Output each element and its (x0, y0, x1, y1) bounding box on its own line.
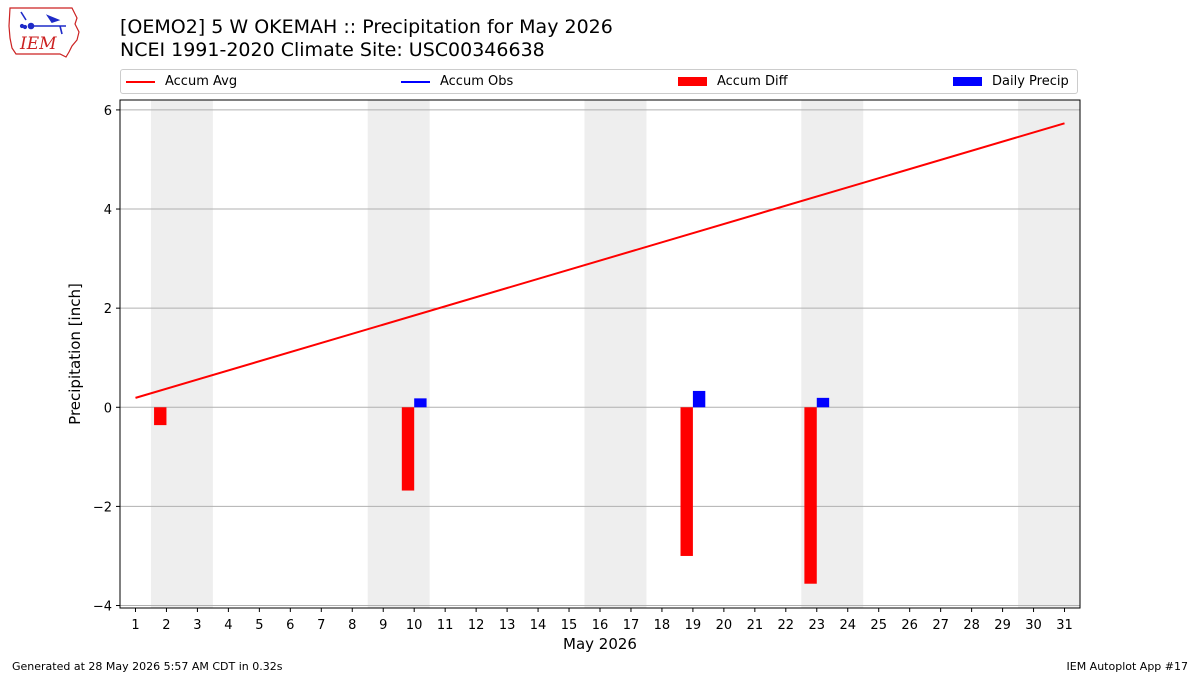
legend-item-accum-avg: Accum Avg (126, 70, 237, 93)
bar-accum-diff-day-10 (401, 407, 415, 491)
chart-subtitle: NCEI 1991-2020 Climate Site: USC00346638 (120, 39, 545, 61)
x-tick-label: 1 (131, 618, 139, 633)
legend-swatch-accum-diff (678, 77, 707, 86)
bar-daily-precip-day-10 (414, 398, 427, 408)
weather-station-icon (19, 11, 66, 35)
x-tick-label: 16 (592, 618, 609, 633)
x-tick-label: 30 (1025, 618, 1042, 633)
y-axis-label: Precipitation [inch] (66, 283, 84, 425)
x-tick-label: 12 (468, 618, 485, 633)
bar-accum-diff-day-23 (804, 407, 817, 584)
x-tick-label: 21 (747, 618, 764, 633)
bar-accum-diff-day-19 (680, 407, 693, 556)
x-tick-label: 9 (379, 618, 387, 633)
x-tick-label: 10 (406, 618, 423, 633)
y-tick-label: 6 (104, 104, 112, 119)
bars (154, 390, 830, 584)
legend-label-accum-obs: Accum Obs (440, 74, 514, 89)
x-tick-label: 19 (685, 618, 702, 633)
x-tick-label: 6 (286, 618, 294, 633)
x-axis-ticks: 1 2 3 4 5 6 7 8 9 10 11 12 13 14 15 16 17 18 19 20 21 22 23 24 2… (131, 608, 1073, 633)
x-tick-label: 29 (994, 618, 1011, 633)
iowa-outline-icon (8, 7, 80, 58)
y-tick-label: 2 (104, 302, 112, 317)
x-tick-label: 20 (716, 618, 733, 633)
legend-label-accum-diff: Accum Diff (717, 74, 788, 89)
weekend-shading (150, 100, 1080, 608)
lines (135, 122, 1065, 399)
legend-item-accum-diff: Accum Diff (678, 70, 788, 93)
iem-logo: IEM (8, 7, 80, 58)
bar-daily-precip-day-23 (816, 397, 830, 408)
y-tick-label: 4 (104, 203, 112, 218)
legend: Accum Avg Accum Obs Accum Diff Daily Pre… (120, 69, 1078, 94)
series-line-accum-avg (135, 122, 1065, 399)
logo-text: IEM (19, 34, 57, 54)
x-tick-label: 8 (348, 618, 356, 633)
y-axis-ticks: −4 −2 0 2 4 6 (93, 104, 120, 615)
x-tick-label: 4 (224, 618, 232, 633)
x-tick-label: 25 (870, 618, 887, 633)
legend-swatch-accum-avg (126, 80, 155, 83)
y-tick-label: −2 (93, 500, 112, 515)
x-tick-label: 7 (317, 618, 325, 633)
generated-timestamp: Generated at 28 May 2026 5:57 AM CDT in … (12, 660, 283, 673)
y-tick-label: −4 (93, 600, 112, 615)
weekend-band-3 (584, 100, 647, 608)
chart-title: [OEMO2] 5 W OKEMAH :: Precipitation for … (120, 16, 613, 38)
legend-swatch-daily-precip (953, 77, 982, 86)
legend-swatch-accum-obs (401, 80, 430, 83)
app-credit: IEM Autoplot App #17 (1066, 660, 1189, 673)
legend-label-daily-precip: Daily Precip (992, 74, 1069, 89)
x-tick-label: 17 (623, 618, 640, 633)
x-tick-label: 11 (437, 618, 454, 633)
weekend-band-5 (1018, 100, 1080, 608)
legend-item-accum-obs: Accum Obs (401, 70, 513, 93)
x-tick-label: 28 (963, 618, 980, 633)
weekend-band-2 (367, 100, 430, 608)
y-tick-label: 0 (104, 401, 112, 416)
x-tick-label: 24 (839, 618, 856, 633)
legend-label-accum-avg: Accum Avg (165, 74, 238, 89)
x-tick-label: 5 (255, 618, 263, 633)
legend-item-daily-precip: Daily Precip (953, 70, 1069, 93)
weekend-band-1 (150, 100, 213, 608)
bar-accum-diff-day-2 (154, 407, 167, 426)
x-axis-label: May 2026 (563, 635, 637, 653)
x-tick-label: 31 (1056, 618, 1073, 633)
x-tick-label: 15 (561, 618, 578, 633)
bar-daily-precip-day-19 (692, 390, 706, 408)
x-tick-label: 26 (901, 618, 918, 633)
x-tick-label: 14 (530, 618, 547, 633)
x-tick-label: 2 (162, 618, 170, 633)
x-tick-label: 18 (654, 618, 671, 633)
x-tick-label: 3 (193, 618, 201, 633)
x-tick-label: 27 (932, 618, 949, 633)
gridlines (120, 109, 1080, 607)
x-tick-label: 22 (778, 618, 795, 633)
x-tick-label: 13 (499, 618, 516, 633)
x-tick-label: 23 (809, 618, 826, 633)
